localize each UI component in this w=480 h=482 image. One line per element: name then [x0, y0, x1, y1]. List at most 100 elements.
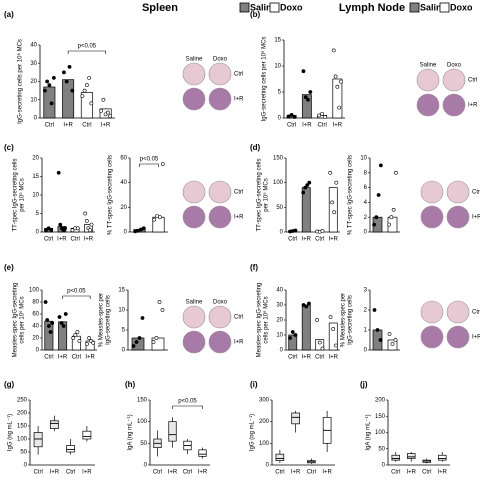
- data-point: [46, 324, 51, 328]
- data-point: [77, 339, 82, 343]
- data-point: [375, 328, 380, 332]
- x-tick-label: I+R: [101, 123, 111, 129]
- panel-label: (e): [4, 263, 14, 272]
- x-tick-label: I+R: [406, 470, 416, 476]
- legend-swatch: [409, 2, 420, 13]
- y-axis-label: % TT-spec IgG-secreting cells: [108, 155, 114, 235]
- data-point: [70, 88, 75, 93]
- y-tick-label: 150: [137, 398, 148, 404]
- data-point: [320, 229, 325, 233]
- data-point: [108, 114, 113, 119]
- bar: [62, 79, 75, 119]
- data-point: [63, 226, 67, 231]
- data-point: [378, 338, 383, 342]
- x-tick-label: Ctrl: [391, 470, 400, 476]
- x-tick-label: I+R: [85, 355, 95, 361]
- y-tick-label: 0: [364, 348, 368, 354]
- bar: [315, 339, 325, 351]
- well-image: [442, 93, 466, 117]
- data-point: [48, 330, 53, 334]
- data-point: [320, 111, 325, 116]
- bar: [80, 92, 93, 119]
- well-row-label: I+R: [234, 340, 244, 346]
- well-image: [416, 68, 440, 92]
- data-point: [151, 340, 156, 344]
- data-point: [84, 218, 89, 223]
- box: [49, 420, 59, 429]
- x-tick-label: I+R: [328, 355, 338, 361]
- data-point: [323, 115, 328, 119]
- well-image: [420, 180, 444, 204]
- y-axis-label: TT-spec IgG-secreting cells: [13, 158, 19, 231]
- box: [275, 453, 285, 462]
- well-image: [420, 300, 444, 324]
- x-tick-label: Ctrl: [66, 470, 75, 476]
- annotation: p<0.05: [78, 44, 97, 50]
- header: Lymph Node: [339, 2, 405, 14]
- data-point: [290, 330, 295, 334]
- data-point: [315, 318, 319, 322]
- box: [391, 454, 400, 461]
- bar: [328, 187, 338, 233]
- data-point: [56, 170, 61, 175]
- bar: [328, 322, 338, 351]
- well-col-label: Doxo: [213, 300, 228, 306]
- y-axis-label: Measles-spec IgG-secreting: [13, 283, 19, 358]
- data-point: [317, 340, 322, 345]
- data-point: [160, 162, 165, 167]
- well-col-label: Doxo: [447, 63, 462, 69]
- data-point: [73, 333, 78, 337]
- y-tick-label: 20: [120, 205, 127, 211]
- legend-label: Saline: [420, 2, 447, 12]
- x-tick-label: Ctrl: [315, 355, 324, 361]
- data-point: [307, 301, 311, 306]
- well-image: [182, 205, 206, 229]
- y-tick-label: 10: [274, 64, 281, 70]
- y-tick-label: 100: [137, 419, 148, 425]
- legend-swatch: [439, 2, 450, 13]
- significance-bracket: [172, 405, 203, 409]
- x-tick-label: I+R: [82, 470, 92, 476]
- x-tick-label: Ctrl: [183, 470, 192, 476]
- data-point: [49, 101, 54, 106]
- y-tick-label: 100: [273, 180, 284, 186]
- data-point: [70, 228, 75, 233]
- x-tick-label: I+R: [291, 470, 301, 476]
- y-tick-label: 20: [32, 156, 39, 162]
- y-tick-label: 200: [17, 411, 28, 417]
- y-axis-label: % Measles-spec per: [341, 293, 347, 347]
- y-axis-label: IgG-secreting cells: [348, 295, 354, 345]
- y-axis-label: IgG-secreting cells: [106, 295, 112, 345]
- bar: [332, 78, 343, 119]
- data-point: [332, 210, 337, 215]
- x-tick-label: Ctrl: [422, 470, 431, 476]
- legend-swatch: [269, 2, 280, 13]
- well-row-label: I+R: [472, 335, 480, 341]
- data-point: [85, 342, 89, 346]
- data-point: [387, 222, 392, 227]
- well-image: [208, 330, 232, 354]
- data-point: [61, 324, 66, 328]
- y-tick-label: 40: [120, 180, 127, 186]
- well-image: [208, 87, 232, 111]
- data-point: [134, 340, 139, 344]
- y-tick-label: 100: [29, 288, 40, 294]
- y-tick-label: 20: [276, 318, 283, 324]
- data-point: [378, 163, 383, 168]
- y-tick-label: 3: [364, 288, 368, 294]
- data-point: [372, 222, 377, 227]
- well-row-label: Ctrl: [468, 78, 477, 84]
- data-point: [87, 75, 92, 80]
- box: [198, 449, 207, 457]
- well-row-label: Ctrl: [472, 310, 480, 316]
- x-tick-label: Ctrl: [288, 237, 297, 243]
- data-point: [140, 316, 145, 320]
- legend-label: Doxo: [280, 2, 303, 12]
- panel-label: (g): [4, 380, 15, 389]
- panel-label: (d): [250, 143, 261, 152]
- y-tick-label: 10: [32, 193, 39, 199]
- y-tick-label: 40: [30, 43, 37, 49]
- box: [438, 454, 447, 461]
- x-tick-label: Ctrl: [33, 470, 42, 476]
